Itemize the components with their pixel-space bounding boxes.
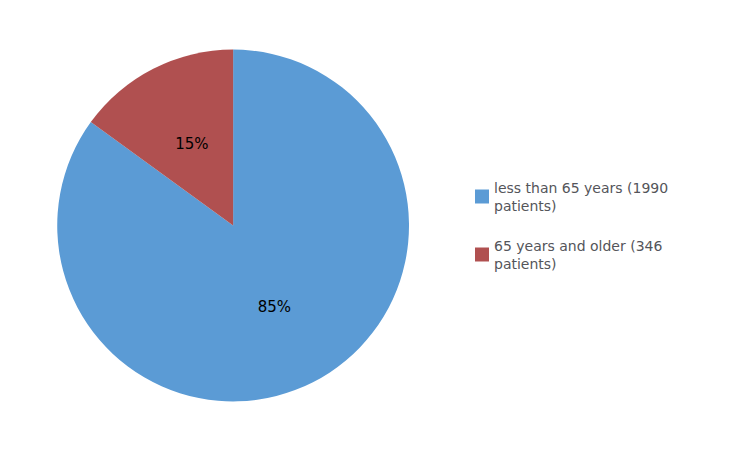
svg-text:65 years and older (346: 65 years and older (346 xyxy=(494,238,662,254)
svg-text:patients): patients) xyxy=(494,198,557,214)
svg-text:15%: 15% xyxy=(175,135,208,153)
svg-text:85%: 85% xyxy=(258,298,291,316)
svg-text:patients): patients) xyxy=(494,256,557,272)
svg-text:less than 65 years (1990: less than 65 years (1990 xyxy=(494,180,668,196)
